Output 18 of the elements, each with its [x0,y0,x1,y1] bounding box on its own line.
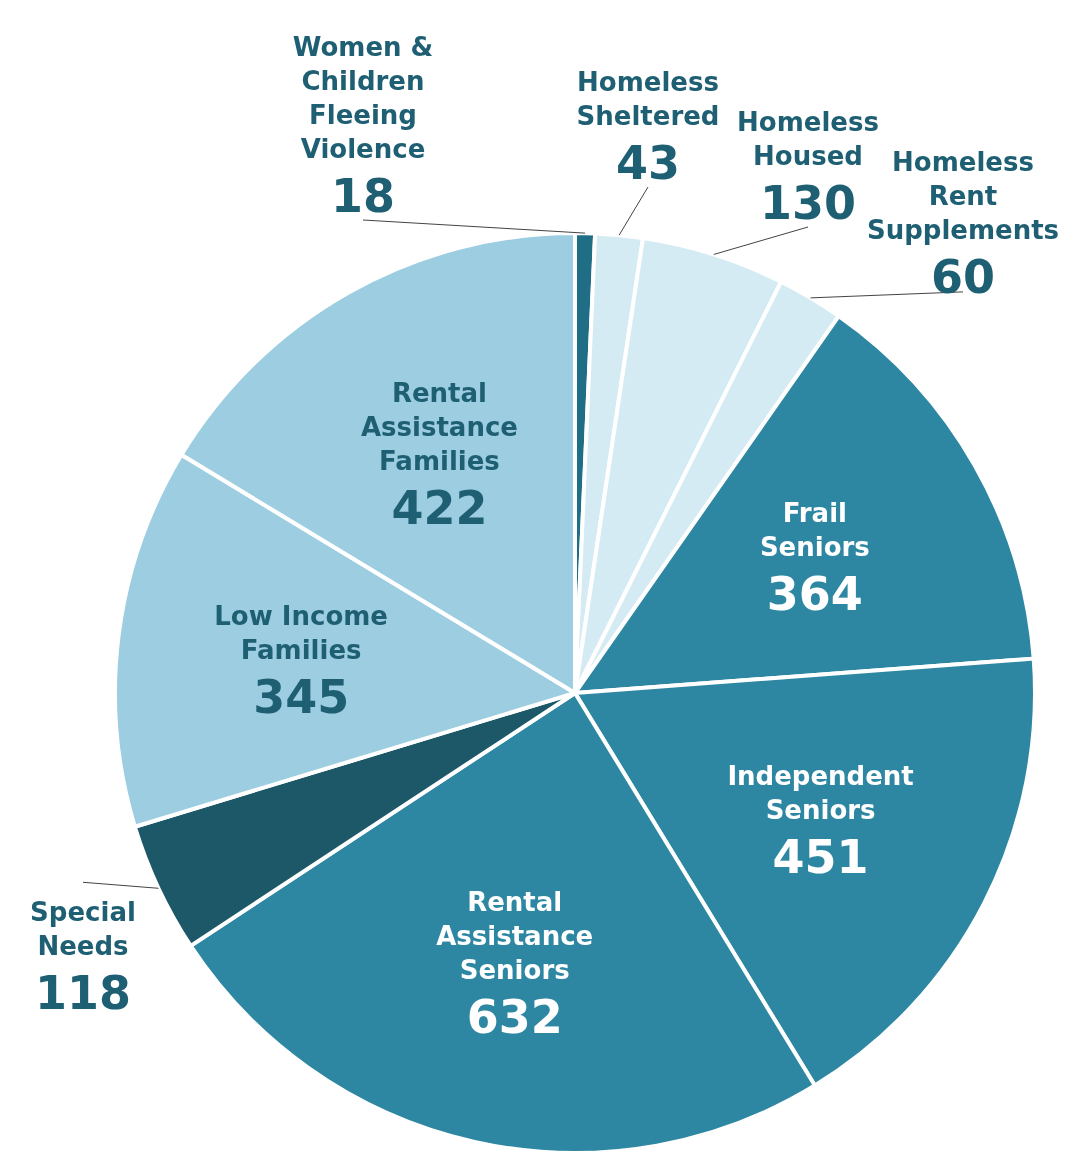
data-label: 364 [766,567,863,622]
data-label: 118 [34,966,132,1020]
slice-label: Rental Assistance Seniors [436,887,594,986]
data-label: 451 [772,829,869,884]
slice-label: Special Needs [30,897,136,961]
data-label: 130 [759,176,857,230]
data-label: 345 [253,669,350,724]
data-label: 632 [466,990,563,1045]
data-label: 18 [330,169,396,223]
slice-label: Women & Children Fleeing Violence [292,32,434,164]
data-label: 422 [391,480,488,535]
data-label: 43 [615,136,681,190]
slice-label: Frail Seniors [759,498,870,563]
data-label: 60 [930,250,996,304]
slice-label: Homeless Sheltered [576,67,720,131]
slice-label: Low Income Families [214,600,388,665]
slice-label: Rental Assistance Families [360,377,518,476]
slice-label: Independent Seniors [727,760,914,825]
